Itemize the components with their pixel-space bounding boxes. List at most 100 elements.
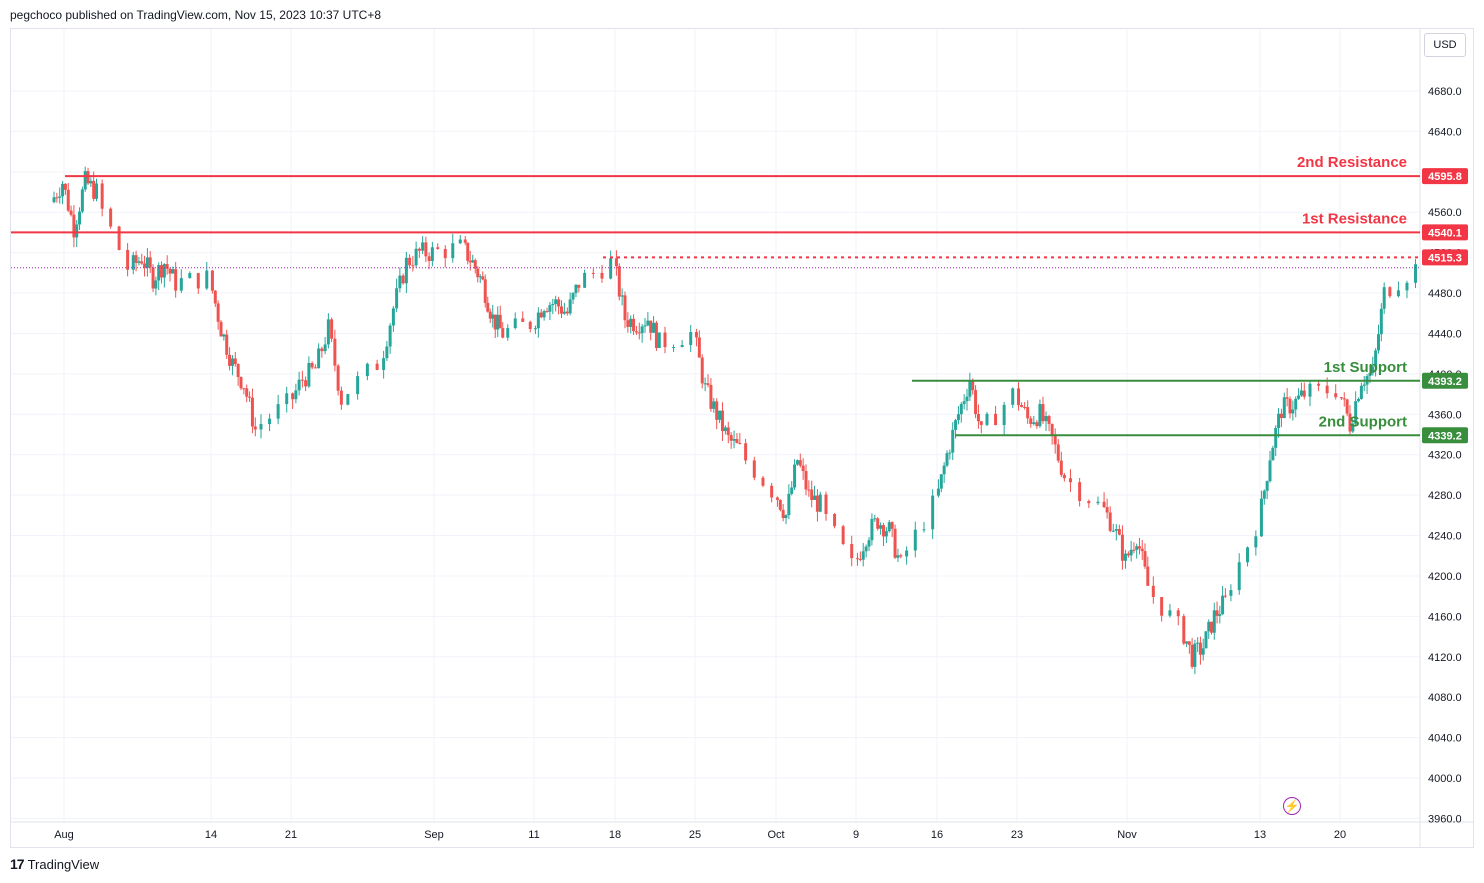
candle-body (521, 318, 525, 322)
candle-body (491, 314, 495, 319)
candle-body (336, 365, 340, 391)
candle-body (855, 558, 859, 560)
y-tick-label: 4080.0 (1428, 692, 1462, 704)
lightning-icon[interactable]: ⚡ (1283, 797, 1301, 815)
candle-body (69, 210, 73, 215)
y-tick-label: 4320.0 (1428, 450, 1462, 462)
candle-body (954, 420, 958, 430)
brand-footer[interactable]: 17 TradingView (10, 856, 99, 872)
candle-body (219, 321, 223, 337)
candle-body (801, 465, 805, 472)
y-tick-label: 4040.0 (1428, 733, 1462, 745)
candle-body (735, 439, 739, 443)
candle-body (1325, 385, 1329, 394)
candle-body (1274, 428, 1278, 448)
y-tick-label: 4240.0 (1428, 531, 1462, 543)
level-price-tag (1422, 168, 1468, 185)
candle-body (637, 332, 641, 334)
candle-body (375, 363, 379, 370)
candle-body (818, 494, 822, 512)
candle-body (663, 332, 667, 348)
x-tick-label: 14 (205, 829, 217, 841)
candle-body (1362, 384, 1366, 386)
candle-body (498, 314, 502, 329)
level-price-label: 4393.2 (1428, 376, 1462, 388)
candle-body (117, 226, 121, 250)
level-name-label: 1st Support (1324, 359, 1407, 376)
candle-body (1374, 350, 1378, 367)
candle-body (1204, 631, 1208, 649)
level-price-tag (1422, 427, 1468, 444)
candle-body (956, 414, 960, 421)
candle-body (1026, 407, 1030, 419)
candle-body (1218, 614, 1222, 616)
candle-body (893, 528, 897, 558)
candle-body (652, 322, 656, 333)
candle-body (974, 390, 978, 415)
candle-body (496, 314, 500, 330)
candle-body (436, 247, 440, 249)
candle-body (1223, 595, 1227, 597)
candle-body (1368, 373, 1372, 377)
candle-body (1059, 460, 1063, 475)
candle-body (1140, 548, 1144, 552)
candle-body (236, 364, 240, 378)
chart-frame (10, 28, 1474, 848)
candle-body (1023, 406, 1027, 408)
candle-body (168, 268, 172, 274)
candle-body (775, 497, 779, 500)
y-tick-label: 4360.0 (1428, 409, 1462, 421)
candle-body (225, 334, 229, 355)
candle-body (323, 344, 327, 352)
candle-body (55, 197, 59, 199)
candle-body (697, 337, 701, 358)
candle-body (562, 311, 566, 314)
candle-body (1354, 401, 1358, 424)
candle-body (876, 518, 880, 529)
candle-body (365, 363, 369, 377)
candle-body (1050, 423, 1054, 436)
candle-body (761, 477, 765, 486)
candle-body (382, 358, 386, 370)
candle-body (417, 248, 421, 251)
x-tick-label: 11 (528, 829, 539, 841)
candle-body (539, 312, 543, 318)
candle-body (145, 257, 149, 268)
candle-body (213, 290, 217, 304)
x-tick-label: 25 (689, 829, 701, 841)
candle-body (1068, 478, 1072, 483)
candle-body (1102, 501, 1106, 508)
candle-body (1047, 416, 1051, 424)
candle-body (1168, 610, 1172, 616)
candle-body (72, 214, 76, 238)
candle-body (430, 247, 434, 262)
candle-body (297, 379, 301, 391)
x-tick-label: 21 (285, 829, 297, 841)
candle-body (1285, 397, 1289, 399)
candle-body (66, 189, 70, 211)
candle-body (466, 242, 470, 261)
currency-button[interactable]: USD (1424, 33, 1466, 57)
candle-body (233, 358, 237, 365)
candle-body (959, 403, 963, 415)
candle-body (620, 295, 624, 297)
candle-body (326, 319, 330, 345)
candle-body (285, 393, 289, 405)
candle-body (210, 270, 214, 291)
candle-body (884, 531, 888, 537)
candle-body (1237, 562, 1241, 591)
candle-body (694, 332, 698, 338)
candle-body (1388, 287, 1392, 297)
candle-body (137, 261, 141, 263)
candle-body (948, 452, 952, 454)
candle-body (109, 208, 113, 227)
candle-body (1020, 405, 1024, 407)
candle-body (770, 485, 774, 498)
candle-body (131, 255, 135, 270)
candle-body (1262, 490, 1266, 499)
candle-body (1254, 536, 1258, 548)
candle-body (1308, 383, 1312, 397)
candle-body (1229, 590, 1233, 596)
candle-body (174, 269, 178, 291)
